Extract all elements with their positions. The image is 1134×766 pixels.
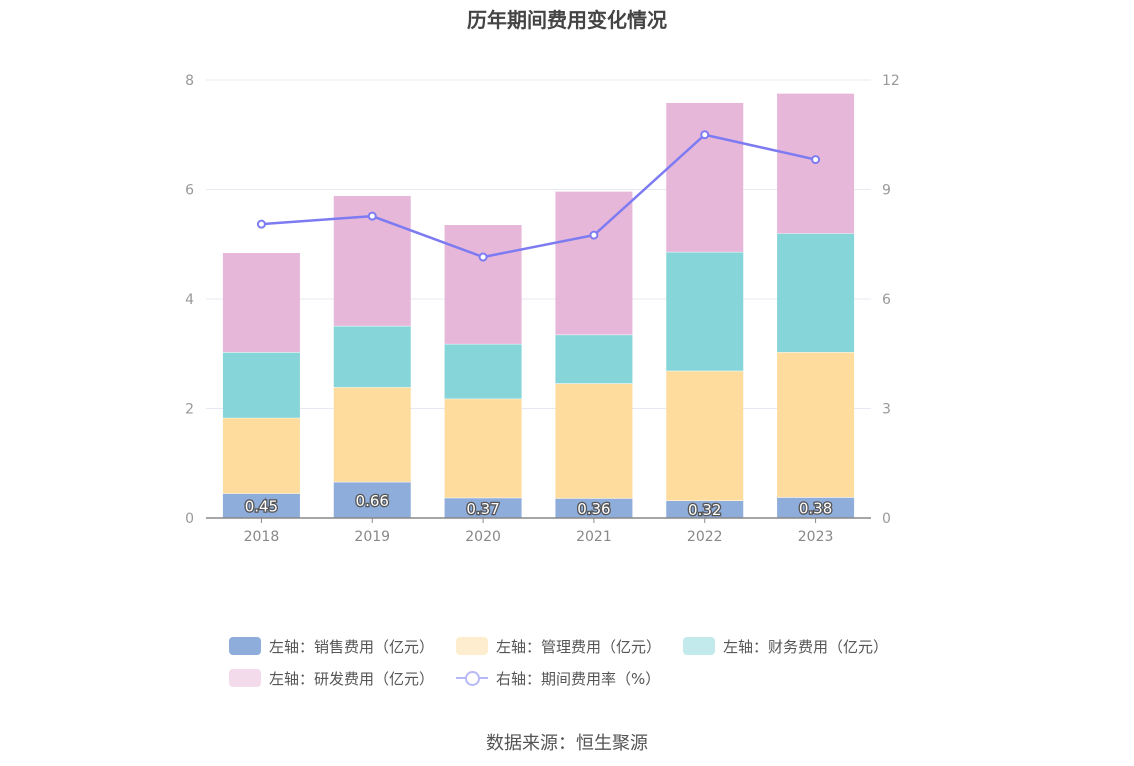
legend-item-sales[interactable]: 左轴：销售费用（亿元） [229,636,434,657]
bar-rnd [555,191,633,335]
right-axis-tick-label: 9 [882,183,891,199]
rate-point [589,230,599,240]
legend-label-sales: 左轴：销售费用（亿元） [269,637,435,656]
data-label-sales: 0.66 [356,492,389,510]
legend-item-rate[interactable]: 右轴：期间费用率（%） [456,668,660,689]
legend-item-rnd[interactable]: 左轴：研发费用（亿元） [229,668,434,689]
left-axis-tick-label: 6 [185,183,194,199]
data-label-sales: 0.38 [799,500,832,518]
bar-finance [222,352,300,418]
bar-rnd [666,102,744,252]
data-label-sales: 0.45 [245,498,278,516]
right-axis-tick-label: 12 [882,73,900,89]
grid-lines [206,79,871,409]
rate-point [811,155,821,165]
rate-series-line [261,133,816,259]
left-axis-tick-label: 2 [185,402,194,418]
legend-label-finance: 左轴：财务费用（亿元） [723,637,889,656]
bar-sales [333,481,411,518]
legend-swatch-rate-icon [456,669,489,687]
bar-finance [777,233,855,353]
left-axis-tick-label: 0 [185,511,194,527]
bar-sales [666,500,744,518]
legend-item-admin[interactable]: 左轴：管理费用（亿元） [456,636,661,657]
legend-label-rate: 右轴：期间费用率（%） [496,669,661,688]
legend-swatch-rnd [229,669,261,687]
source-note: 数据来源：恒生聚源 [486,733,648,754]
x-axis-tick-label: 2019 [354,529,390,545]
bar-sales [555,498,633,518]
data-label-sales: 0.37 [466,500,499,518]
legend-label-admin: 左轴：管理费用（亿元） [496,637,662,656]
legend: 左轴：销售费用（亿元） 左轴：管理费用（亿元） 左轴：财务费用（亿元） 左轴：研… [229,630,929,694]
bar-sales [444,497,522,518]
chart: 0 0 2 3 4 6 6 9 8 12 2018 2019 2020 2021 2022 2023 0.45… [185,73,900,545]
data-label-sales: 0.36 [577,500,610,518]
legend-swatch-sales [229,637,261,655]
data-label-sales: 0.32 [688,501,721,519]
legend-swatch-finance [683,637,716,655]
bar-sales [222,493,300,518]
left-axis-tick-label: 8 [185,73,194,89]
right-axis-tick-label: 0 [882,511,891,527]
rate-point [478,252,488,262]
x-axis-tick-label: 2022 [687,529,723,545]
bar-finance [666,251,744,371]
bar-admin [777,352,855,498]
x-axis-tick-label: 2018 [244,529,280,545]
x-axis-tick-label: 2020 [465,529,501,545]
data-labels: 0.45 0.66 0.37 0.36 0.32 0.38 [243,491,833,521]
rate-point [256,219,266,229]
bar-finance [333,325,411,388]
axes: 0 0 2 3 4 6 6 9 8 12 2018 2019 2020 2021 2022 2023 [185,73,900,545]
x-axis-tick-label: 2021 [576,529,612,545]
bar-finance [555,334,633,384]
right-axis-tick-label: 6 [882,292,891,308]
legend-label-rnd: 左轴：研发费用（亿元） [269,669,435,688]
bar-admin [222,417,300,494]
rate-line [256,130,821,262]
left-axis-tick-label: 4 [185,292,194,308]
bar-admin [666,370,744,501]
legend-row-2: 左轴：研发费用（亿元） 右轴：期间费用率（%） [229,662,929,694]
bar-admin [333,387,411,482]
bar-finance [444,343,522,399]
bar-admin [444,398,522,498]
bar-admin [555,383,633,499]
legend-row-1: 左轴：销售费用（亿元） 左轴：管理费用（亿元） 左轴：财务费用（亿元） [229,630,929,662]
bar-rnd [222,252,300,353]
chart-title: 历年期间费用变化情况 [467,8,667,32]
bar-rnd [444,224,522,344]
bars [222,92,855,518]
bar-sales [777,497,855,518]
x-axis-tick-label: 2023 [798,529,834,545]
rate-point [367,211,377,221]
rate-point [700,130,710,140]
legend-swatch-admin [456,637,489,655]
legend-item-finance[interactable]: 左轴：财务费用（亿元） [683,636,888,657]
right-axis-tick-label: 3 [882,402,891,418]
